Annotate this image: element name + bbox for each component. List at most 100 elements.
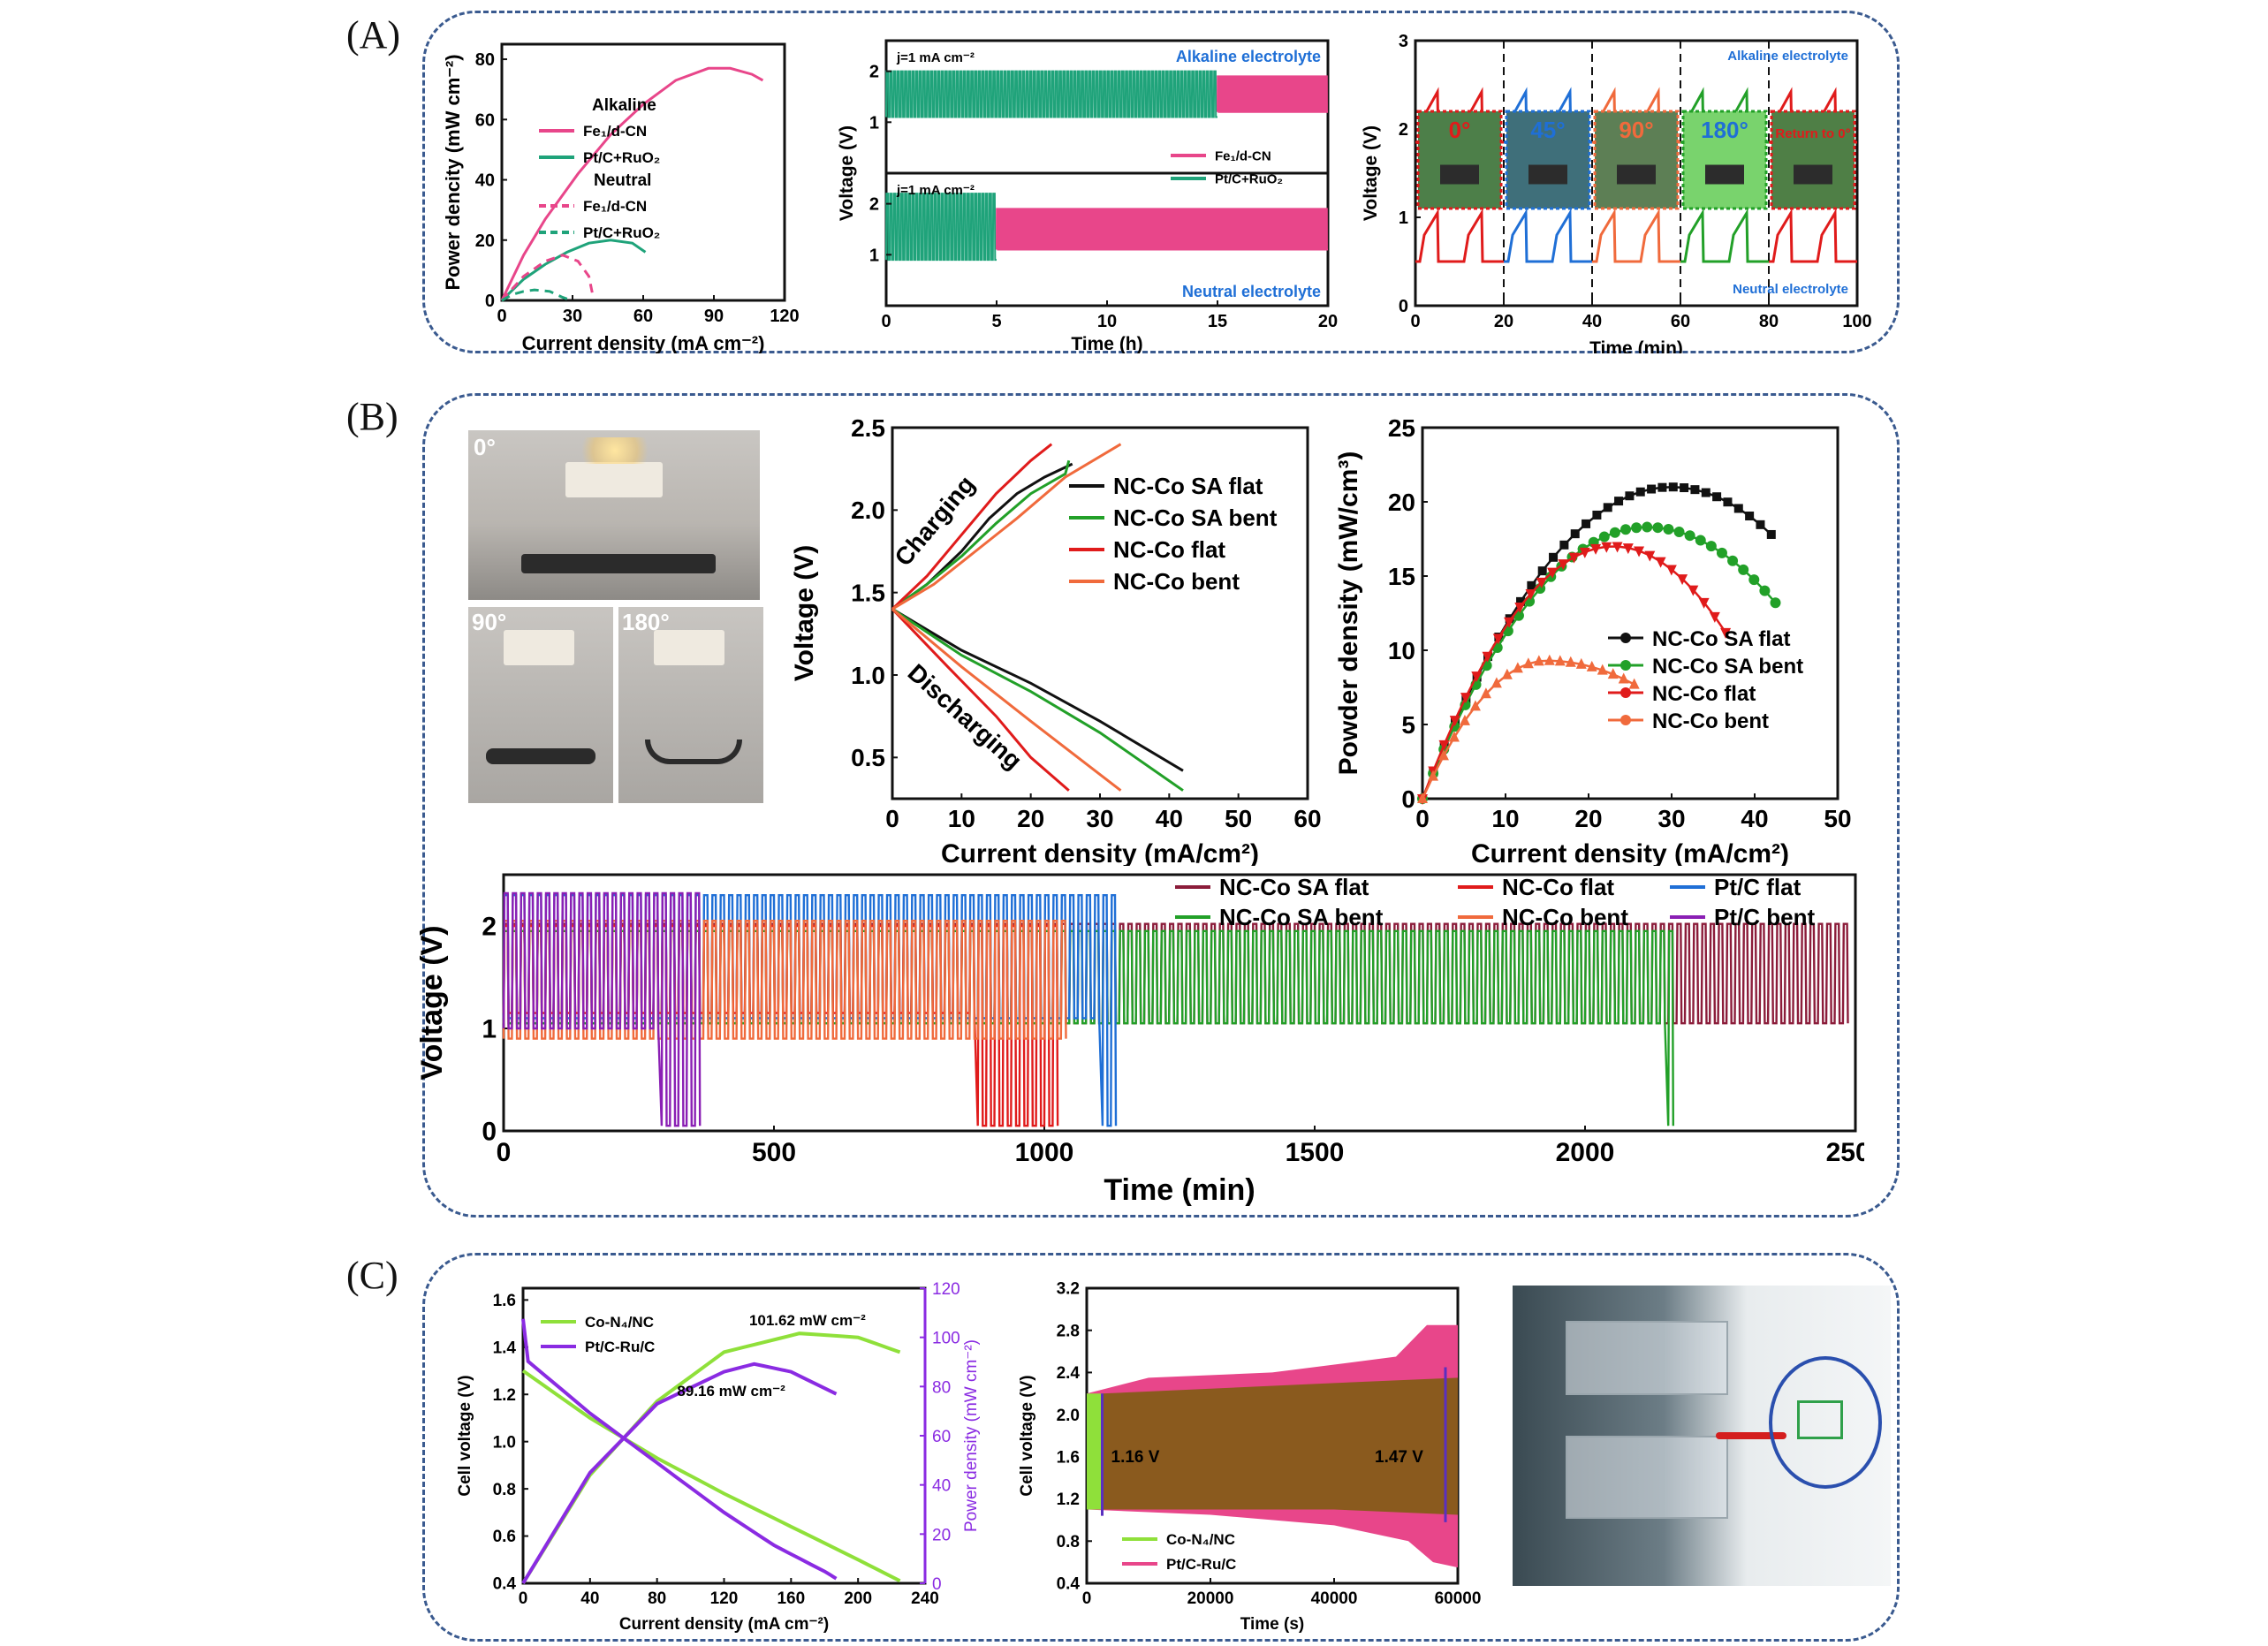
data-marker	[1603, 503, 1612, 512]
legend-c2-co-label: Co-N₄/NC	[1166, 1531, 1235, 1548]
data-marker	[1504, 617, 1515, 628]
x-tick-label: 40	[580, 1589, 599, 1608]
x-tick-label: 0	[881, 312, 891, 331]
data-marker	[1527, 580, 1536, 590]
discharge-curve	[891, 608, 1122, 792]
data-marker	[1652, 522, 1664, 534]
data-marker	[1459, 714, 1470, 725]
breadboard	[654, 630, 724, 665]
x-tick-label: 240	[911, 1589, 939, 1608]
data-marker	[1525, 589, 1536, 601]
y-tick-label: 1.5	[851, 579, 885, 606]
data-marker	[1614, 497, 1624, 506]
current-note: j=1 mA cm⁻²	[896, 50, 975, 65]
y-tick-label: 40	[475, 171, 495, 191]
data-marker	[1575, 657, 1587, 669]
legend-marker	[1620, 633, 1631, 643]
bending-photo	[1593, 110, 1680, 210]
breadboard	[504, 630, 574, 665]
x-tick-label: 20	[1574, 805, 1602, 832]
data-marker	[1607, 668, 1619, 679]
data-marker	[1634, 546, 1645, 558]
device-strip	[1794, 164, 1832, 185]
x-tick-label: 20	[1017, 805, 1044, 832]
y-tick-label: 1	[869, 246, 879, 265]
y-tick-label: 0	[485, 292, 495, 311]
data-marker	[1427, 770, 1438, 781]
voltage-curve	[521, 1369, 901, 1583]
cycling-trace	[996, 208, 1328, 251]
legend-b3-5-label: Pt/C bent	[1714, 904, 1815, 930]
x-axis-label: Time (h)	[1071, 334, 1142, 353]
x-tick-label: 20000	[1187, 1589, 1234, 1608]
plot-frame	[521, 1286, 927, 1585]
series-line-alkaline	[500, 66, 764, 301]
data-marker	[1701, 488, 1710, 497]
data-marker	[1625, 491, 1635, 501]
data-marker	[1536, 577, 1547, 588]
x-tick-label: 90	[704, 307, 724, 326]
data-marker	[1417, 793, 1428, 803]
label-alkaline: Alkaline electrolyte	[1727, 49, 1848, 64]
panel-c-frame	[422, 1253, 1900, 1642]
electrolyte-title-bottom: Neutral electrolyte	[1182, 283, 1321, 300]
logo-mark	[1797, 1400, 1843, 1439]
data-marker	[1609, 527, 1620, 538]
device-strip	[1705, 164, 1744, 185]
x-tick-label: 60000	[1435, 1589, 1482, 1608]
y-tick-label: 0.4	[1057, 1575, 1081, 1594]
data-marker	[1665, 565, 1677, 576]
data-marker	[1766, 529, 1776, 539]
y-tick-label: 60	[475, 110, 495, 130]
neutral-trace	[1504, 208, 1592, 263]
power-curve	[521, 1331, 901, 1585]
x-axis-label: Time (min)	[1589, 338, 1683, 353]
x-tick-label: 1000	[1015, 1138, 1074, 1167]
data-marker	[1668, 482, 1678, 492]
y-tick-label: 0	[1401, 785, 1415, 813]
angle-label: 0°	[1449, 117, 1471, 143]
y-tick-label: 2.0	[851, 497, 885, 524]
legend-fe-label: Fe₁/d-CN	[1215, 148, 1271, 163]
photo-bent-90-device: 90°	[468, 607, 613, 803]
photo-angle-0: 0°	[474, 434, 496, 460]
x-tick-label: 60	[633, 307, 653, 326]
y-tick-label: 5	[1401, 711, 1415, 739]
x-tick-label: 60	[1293, 805, 1321, 832]
data-marker	[1620, 524, 1632, 535]
chart-b1-polarization: 0 10 20 30 40 50 60 0.5 1.0 1.5 2.0 2.5 Current dens…	[790, 414, 1322, 866]
legend-label: NC-Co bent	[1652, 709, 1769, 733]
plot-frame	[1421, 426, 1839, 800]
data-marker	[1756, 520, 1765, 529]
legend-c1-co-label: Co-N₄/NC	[585, 1314, 654, 1331]
angle-label: Return to 0°	[1775, 126, 1850, 141]
data-marker	[1695, 535, 1706, 546]
x-tick-label: 50	[1225, 805, 1252, 832]
legend-label: NC-Co flat	[1652, 682, 1756, 706]
series-line-neutral	[501, 288, 573, 302]
y-axis-label: Voltage (V)	[837, 125, 857, 221]
angle-label: 180°	[1701, 117, 1748, 143]
photo-flat-device: 0°	[468, 430, 760, 600]
neutral-trace	[1415, 208, 1504, 263]
y-tick-label: 1.4	[493, 1339, 517, 1357]
data-marker	[1688, 585, 1699, 596]
data-marker	[1533, 655, 1544, 666]
panel-b-frame	[422, 393, 1900, 1217]
data-marker	[1469, 700, 1481, 711]
discharge-curve	[891, 608, 1070, 792]
co-cycling-band	[1102, 1377, 1458, 1515]
y-tick-label: 1	[482, 1015, 497, 1044]
y-tick-label: 2.0	[1057, 1407, 1080, 1425]
chart-b2-power-density: 0 10 20 30 40 50 0 5 10 15 20 25 Current density (mA…	[1334, 414, 1852, 866]
data-marker	[1673, 527, 1685, 538]
data-marker	[1438, 740, 1450, 751]
photo-cell-device	[1513, 1286, 1891, 1586]
y-axis-label: Powder density (mW/cm³)	[1334, 451, 1363, 776]
data-marker	[1558, 559, 1569, 571]
x-tick-label: 120	[710, 1589, 739, 1608]
y-tick-label: 2.8	[1057, 1322, 1080, 1340]
data-marker	[1622, 543, 1634, 555]
data-marker	[1684, 530, 1695, 542]
